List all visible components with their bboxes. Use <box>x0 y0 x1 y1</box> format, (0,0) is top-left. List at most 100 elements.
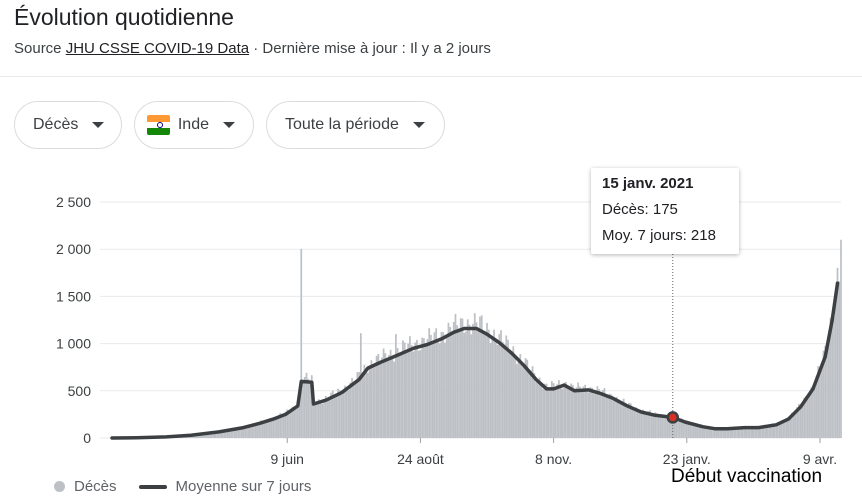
chevron-down-icon <box>223 122 235 128</box>
tooltip-avg: Moy. 7 jours: 218 <box>602 227 728 244</box>
bar <box>354 380 357 438</box>
bar <box>549 387 551 438</box>
bar <box>358 371 360 438</box>
bar <box>416 340 418 438</box>
bar <box>556 384 558 438</box>
bar <box>570 383 573 438</box>
bar <box>207 432 210 438</box>
bar <box>267 419 269 438</box>
bar <box>414 342 417 438</box>
bar <box>668 414 671 438</box>
bar <box>724 428 727 438</box>
bar <box>515 363 518 438</box>
bar <box>303 376 306 438</box>
bar <box>579 386 581 438</box>
bar <box>479 316 481 438</box>
bar <box>550 381 553 438</box>
y-tick-label: 500 <box>68 383 92 399</box>
source-suffix: · Dernière mise à jour : Il y a 2 jours <box>249 40 491 57</box>
bar <box>706 426 709 438</box>
daily-bars <box>112 239 842 438</box>
bar <box>708 427 711 438</box>
bar <box>734 428 737 438</box>
bar <box>494 338 497 438</box>
bar <box>657 416 660 438</box>
bar <box>741 427 744 438</box>
bar <box>529 370 532 438</box>
bar <box>232 429 234 438</box>
bar <box>423 338 425 438</box>
bar <box>491 338 494 438</box>
bar <box>703 427 706 438</box>
bar <box>782 422 785 438</box>
bar <box>840 239 842 438</box>
bar <box>458 329 460 438</box>
bar <box>445 336 448 438</box>
bar <box>498 334 501 438</box>
bar <box>736 428 739 438</box>
tooltip: 15 janv. 2021 Décès: 175 Moy. 7 jours: 2… <box>591 168 739 254</box>
bar <box>670 416 672 438</box>
bar <box>743 427 746 438</box>
bar <box>801 404 804 438</box>
source-link[interactable]: JHU CSSE COVID-19 Data <box>65 40 250 57</box>
bar <box>656 413 658 438</box>
bar <box>652 414 655 438</box>
bar <box>698 425 700 438</box>
bar <box>459 318 462 438</box>
bar <box>330 392 332 438</box>
bar <box>235 427 238 438</box>
bar <box>749 427 751 438</box>
bar <box>566 388 569 438</box>
bar <box>277 416 280 438</box>
bar <box>351 377 353 438</box>
bar <box>340 394 343 438</box>
bar <box>678 419 681 438</box>
bar <box>536 379 539 438</box>
bar <box>654 412 657 438</box>
bar <box>624 402 627 438</box>
bar <box>603 388 606 438</box>
bar <box>477 328 480 438</box>
bar <box>412 351 415 438</box>
bar <box>333 394 336 438</box>
bar <box>617 399 620 438</box>
y-tick-label: 1 000 <box>56 336 91 352</box>
bar <box>244 427 247 438</box>
bar <box>605 393 608 438</box>
bar <box>501 341 504 438</box>
bar <box>763 427 765 438</box>
bar <box>757 426 760 438</box>
bar <box>773 424 776 438</box>
bar <box>447 322 450 438</box>
bar <box>638 413 641 438</box>
highlight-marker[interactable] <box>666 411 680 424</box>
bar <box>466 319 469 438</box>
bar <box>209 432 212 438</box>
metric-dropdown[interactable]: Décès <box>14 101 122 149</box>
bar <box>342 391 345 438</box>
bar <box>806 398 809 438</box>
tooltip-date: 15 janv. 2021 <box>602 175 694 192</box>
bar <box>274 417 276 438</box>
period-dropdown[interactable]: Toute la période <box>266 101 445 149</box>
bar <box>740 427 742 438</box>
bar <box>722 428 725 438</box>
bar <box>547 388 550 438</box>
bar <box>533 373 536 438</box>
country-dropdown[interactable]: Inde <box>134 101 254 149</box>
avg-line <box>110 281 840 440</box>
bar <box>400 352 403 438</box>
bar <box>463 332 466 438</box>
y-tick-label: 0 <box>83 430 91 446</box>
bar <box>487 329 490 438</box>
bar <box>792 412 795 438</box>
bar <box>635 407 637 438</box>
bar <box>659 416 662 438</box>
bar <box>253 423 255 438</box>
daily-deaths-chart[interactable]: 0 500 1 000 1 500 2 000 2 500 9 juin 24 août 8 … <box>0 160 862 470</box>
bar <box>256 423 259 438</box>
bar <box>233 427 236 438</box>
y-tick-label: 1 500 <box>56 288 91 304</box>
bar <box>521 362 523 438</box>
